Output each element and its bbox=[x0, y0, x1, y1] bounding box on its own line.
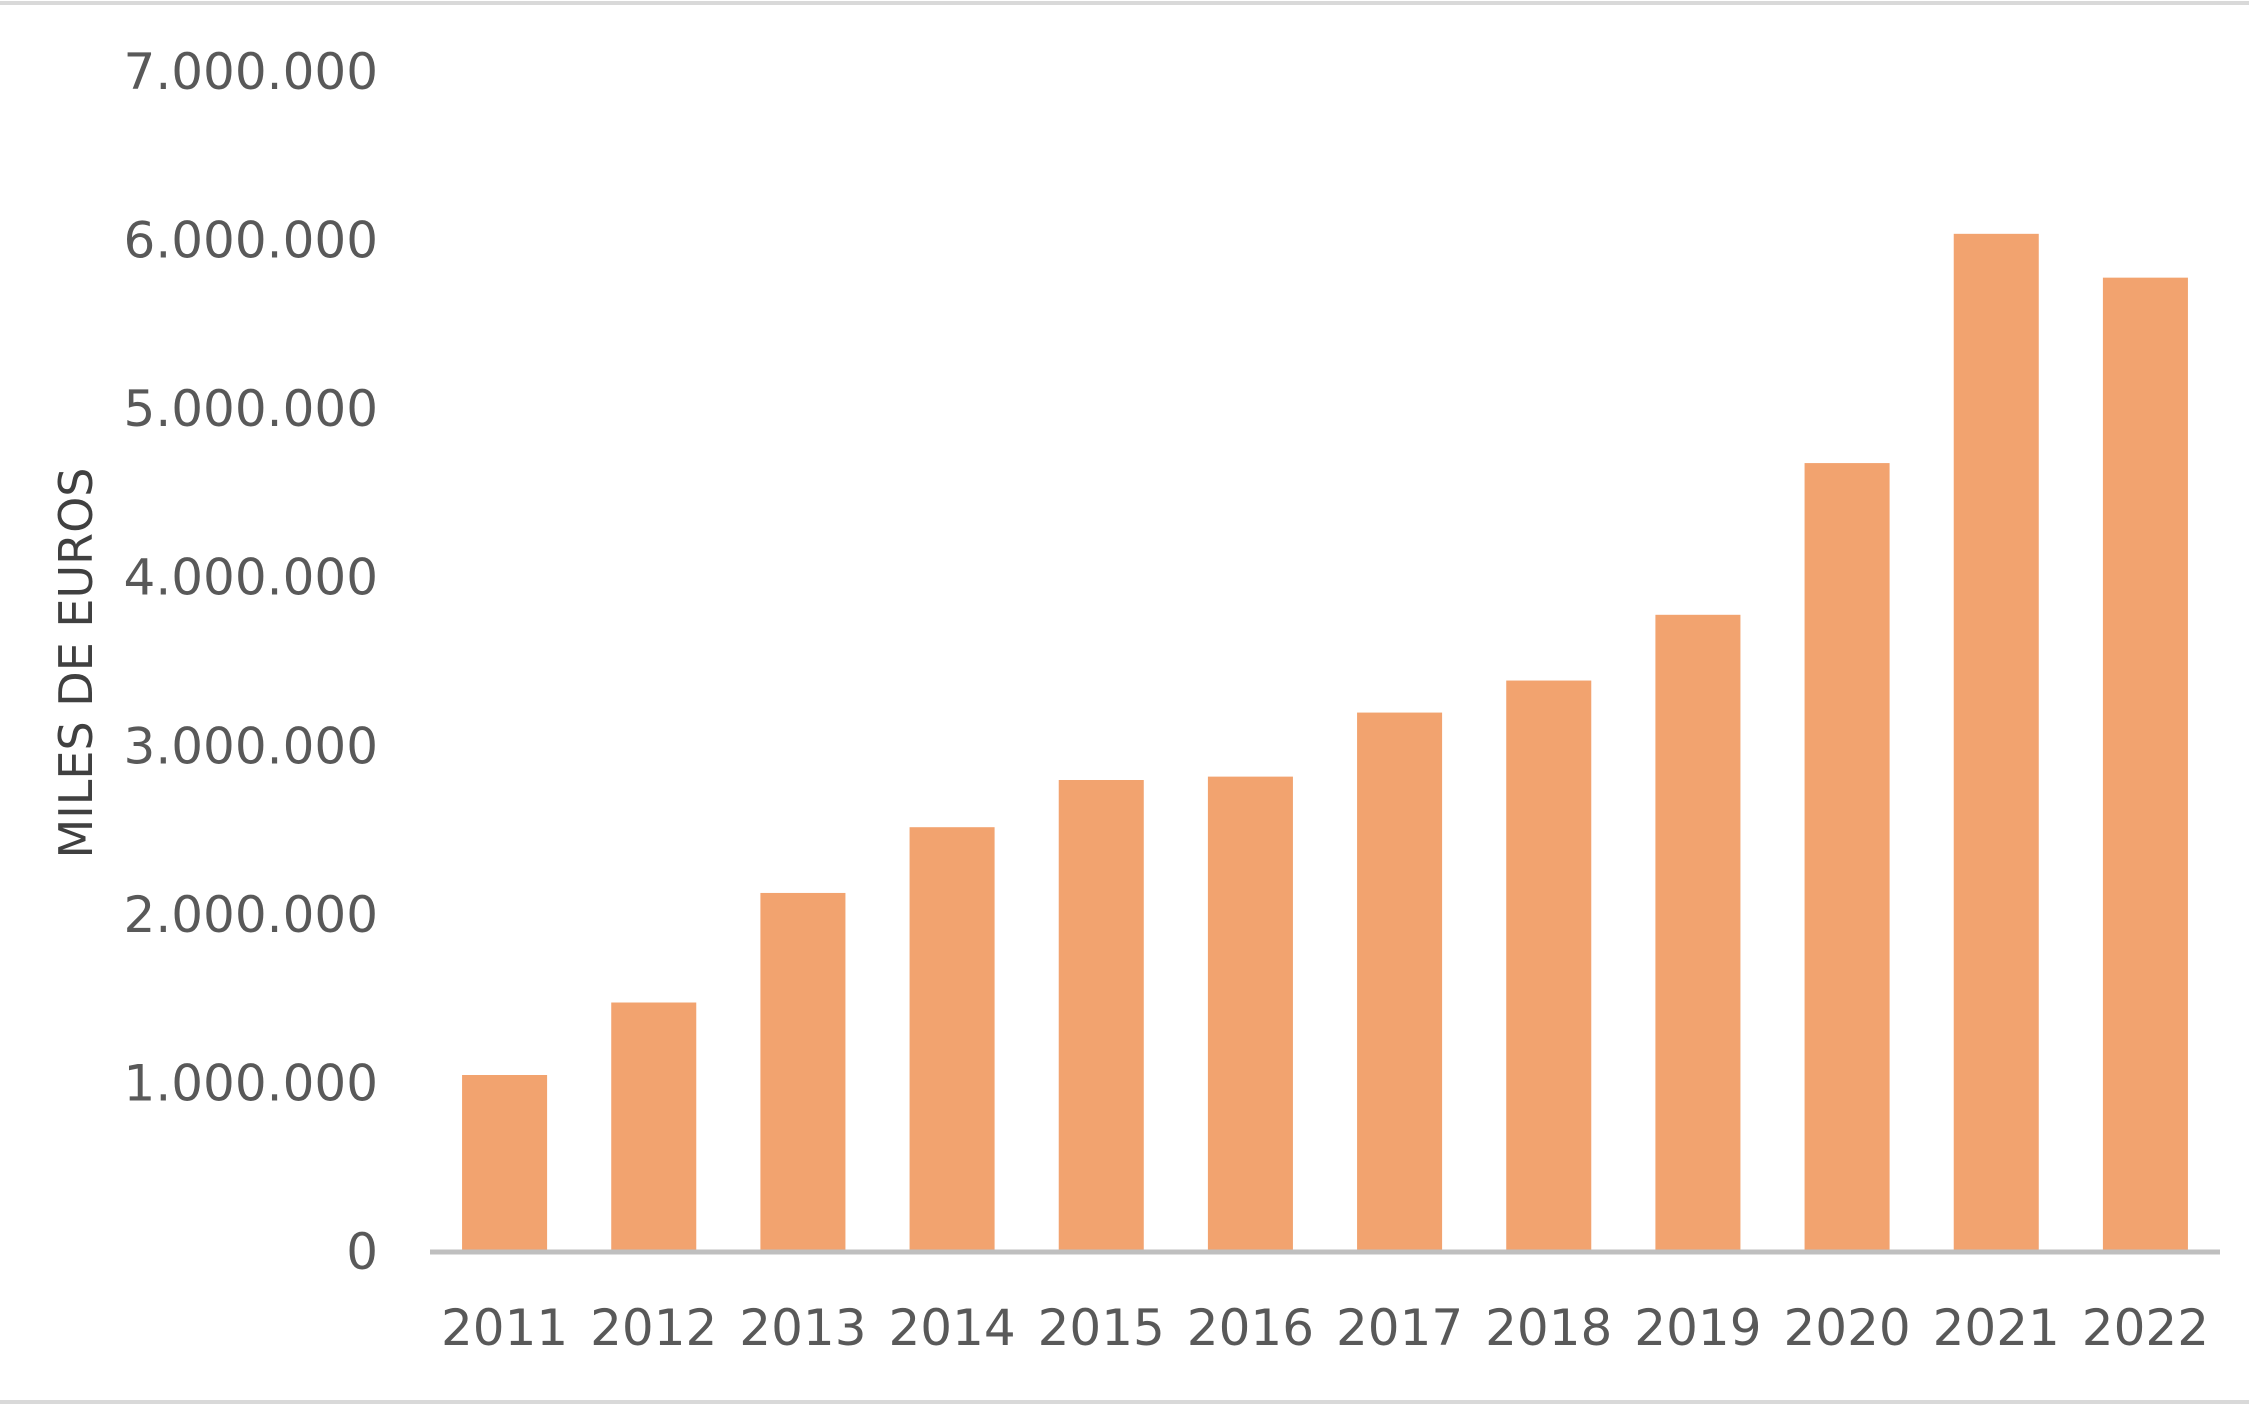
x-tick-label: 2014 bbox=[888, 1299, 1015, 1357]
bar-2015 bbox=[1058, 780, 1144, 1252]
bar-2018 bbox=[1506, 680, 1592, 1252]
y-tick-label: 0 bbox=[346, 1223, 378, 1281]
bar-2020 bbox=[1804, 463, 1890, 1253]
y-axis-ticks: 0 1.000.000 2.000.000 3.000.000 4.000.000 5.0… bbox=[124, 43, 378, 1281]
y-tick-label: 2.000.000 bbox=[124, 886, 378, 944]
x-tick-label: 2015 bbox=[1038, 1299, 1165, 1357]
bars bbox=[462, 233, 2188, 1253]
y-tick-label: 1.000.000 bbox=[124, 1054, 378, 1112]
bar-2013 bbox=[760, 892, 846, 1252]
bar-2012 bbox=[611, 1002, 697, 1252]
bar-2016 bbox=[1207, 776, 1293, 1252]
x-tick-label: 2013 bbox=[739, 1299, 866, 1357]
y-tick-label: 5.000.000 bbox=[124, 380, 378, 438]
bar-2014 bbox=[909, 827, 995, 1252]
x-tick-label: 2018 bbox=[1485, 1299, 1612, 1357]
x-tick-label: 2022 bbox=[2082, 1299, 2209, 1357]
x-tick-label: 2012 bbox=[590, 1299, 717, 1357]
y-tick-label: 3.000.000 bbox=[124, 717, 378, 775]
y-tick-label: 4.000.000 bbox=[124, 549, 378, 607]
bar-2019 bbox=[1655, 614, 1741, 1252]
y-tick-label: 7.000.000 bbox=[124, 43, 378, 101]
x-tick-label: 2011 bbox=[441, 1299, 568, 1357]
x-tick-label: 2020 bbox=[1783, 1299, 1910, 1357]
bar-2022 bbox=[2102, 277, 2188, 1253]
x-axis-ticks: 2011 2012 2013 2014 2015 2016 2017 2018 2019 2020… bbox=[441, 1299, 2209, 1357]
x-tick-label: 2017 bbox=[1336, 1299, 1463, 1357]
bar-2021 bbox=[1953, 233, 2039, 1253]
x-tick-label: 2019 bbox=[1634, 1299, 1761, 1357]
y-tick-label: 6.000.000 bbox=[124, 212, 378, 270]
bar-2017 bbox=[1357, 712, 1443, 1252]
bar-2011 bbox=[462, 1075, 548, 1252]
x-tick-label: 2021 bbox=[1933, 1299, 2060, 1357]
x-tick-label: 2016 bbox=[1187, 1299, 1314, 1357]
y-axis-title: MILES DE EUROS bbox=[49, 468, 103, 859]
